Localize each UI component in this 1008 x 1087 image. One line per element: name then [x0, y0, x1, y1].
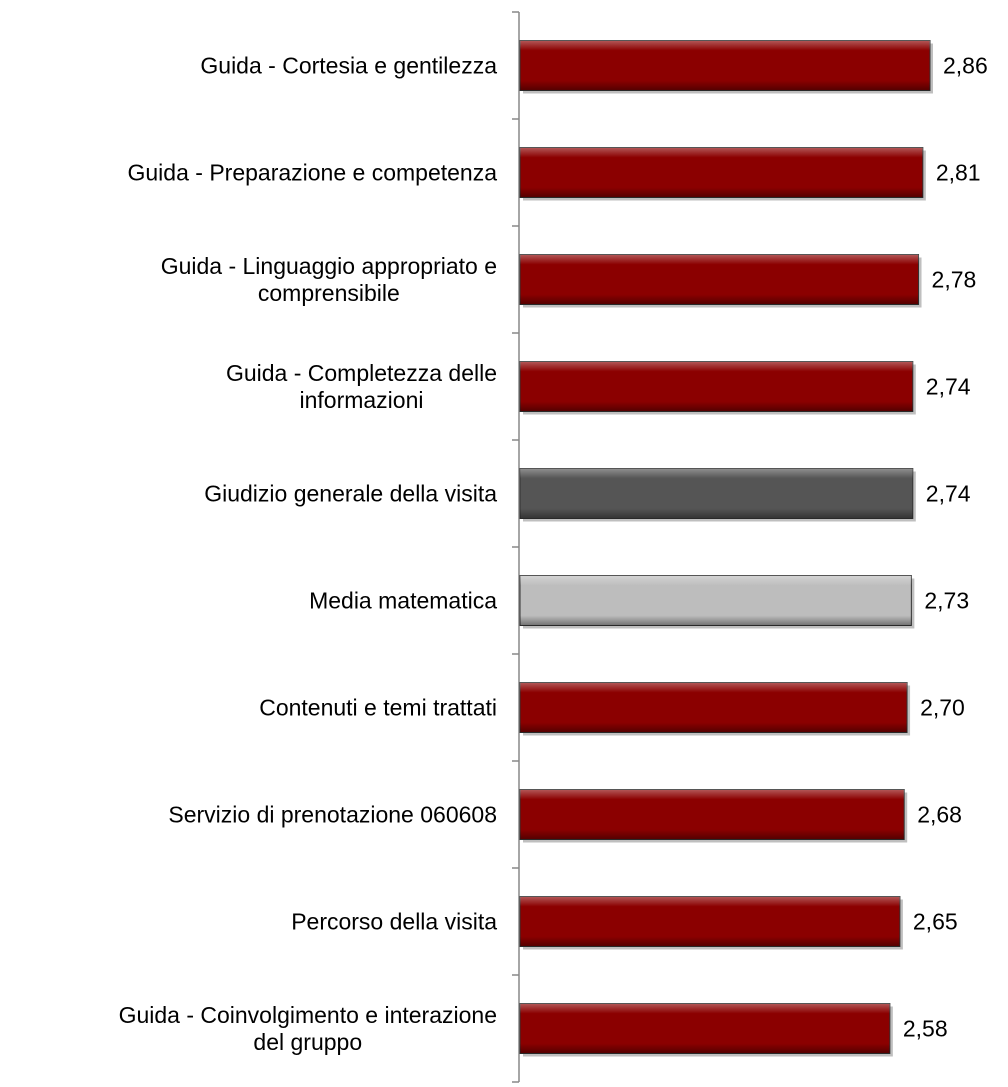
bar-bevel [520, 254, 919, 305]
value-label: 2,70 [920, 694, 965, 720]
value-label: 2,74 [925, 480, 971, 506]
category-label: Media matematica [309, 587, 497, 613]
category-label: Servizio di prenotazione 060608 [168, 801, 497, 827]
value-label: 2,68 [917, 801, 962, 827]
category-label: Guida - Preparazione e competenza [127, 159, 498, 185]
category-label: Contenuti e temi trattati [259, 694, 497, 720]
category-label: Guida - Completezza delle informazioni [225, 359, 497, 413]
category-label: Giudizio generale della visita [204, 480, 497, 506]
value-label: 2,73 [924, 587, 970, 613]
bar-bevel [520, 1003, 890, 1054]
value-label: 2,58 [902, 1015, 948, 1041]
category-label: Guida - Coinvolgimento e interazione del… [118, 1001, 497, 1055]
bar-bevel [520, 682, 908, 733]
bar-bevel [520, 40, 930, 91]
value-label: 2,65 [912, 908, 958, 934]
bar-bevel [520, 147, 923, 198]
category-label: Guida - Cortesia e gentilezza [200, 52, 497, 78]
bar-bevel [520, 361, 913, 412]
bar-bevel [520, 575, 912, 626]
value-label: 2,81 [935, 159, 981, 185]
bar-bevel [520, 896, 900, 947]
value-label: 2,78 [931, 266, 977, 292]
bar-bevel [520, 468, 913, 519]
bar-bevel [520, 789, 905, 840]
category-label: Guida - Linguaggio appropriato e compren… [160, 252, 497, 306]
category-label: Percorso della visita [291, 908, 497, 934]
value-label: 2,74 [925, 373, 971, 399]
value-label: 2,86 [943, 52, 988, 78]
